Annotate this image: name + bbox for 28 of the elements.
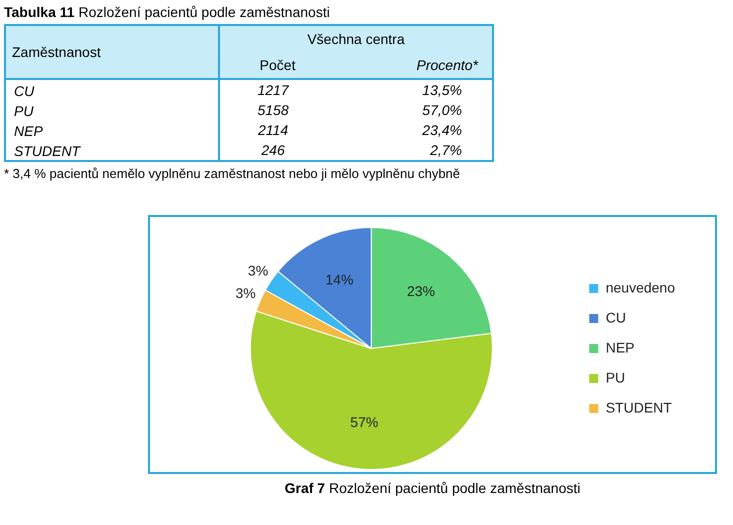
data-label: 2114 [257,121,290,140]
category-label: STUDENT [5,140,219,161]
data-label: 23,4% [421,121,463,140]
data-label: 23% [406,283,435,300]
legend-label: PU [606,369,626,386]
data-label: 3% [248,262,268,278]
text: Procento* [348,52,493,79]
data-label: 13,5% [421,81,463,100]
category-label: PU [5,100,219,120]
text: Počet [219,52,348,79]
category-label: CU [5,79,219,100]
text: Graf 7 Rozložení pacientů podle zaměstnanosti [284,480,580,496]
legend-label: NEP [606,339,635,356]
data-label: 14% [325,271,354,288]
text: Tabulka 11 Rozložení pacientů podle zaměstnanosti [4,4,330,20]
data-label: 246 [260,141,286,160]
data-label: 5158 [256,101,290,120]
text: Zaměstnanost [5,25,219,79]
data-label: 3% [236,284,256,301]
legend-label: CU [606,309,626,326]
data-label: 2,7% [429,141,463,160]
data-label: 1217 [256,81,290,100]
text: * 3,4 % pacientů nemělo vyplněnu zaměstnanost nebo ji mělo vyplněnu chybně [4,166,462,181]
legend-label: STUDENT [606,399,672,416]
legend-label: neuvedeno [606,279,676,296]
category-label: NEP [5,120,219,140]
data-label: 57% [350,414,378,430]
data-label: 57,0% [421,101,463,120]
